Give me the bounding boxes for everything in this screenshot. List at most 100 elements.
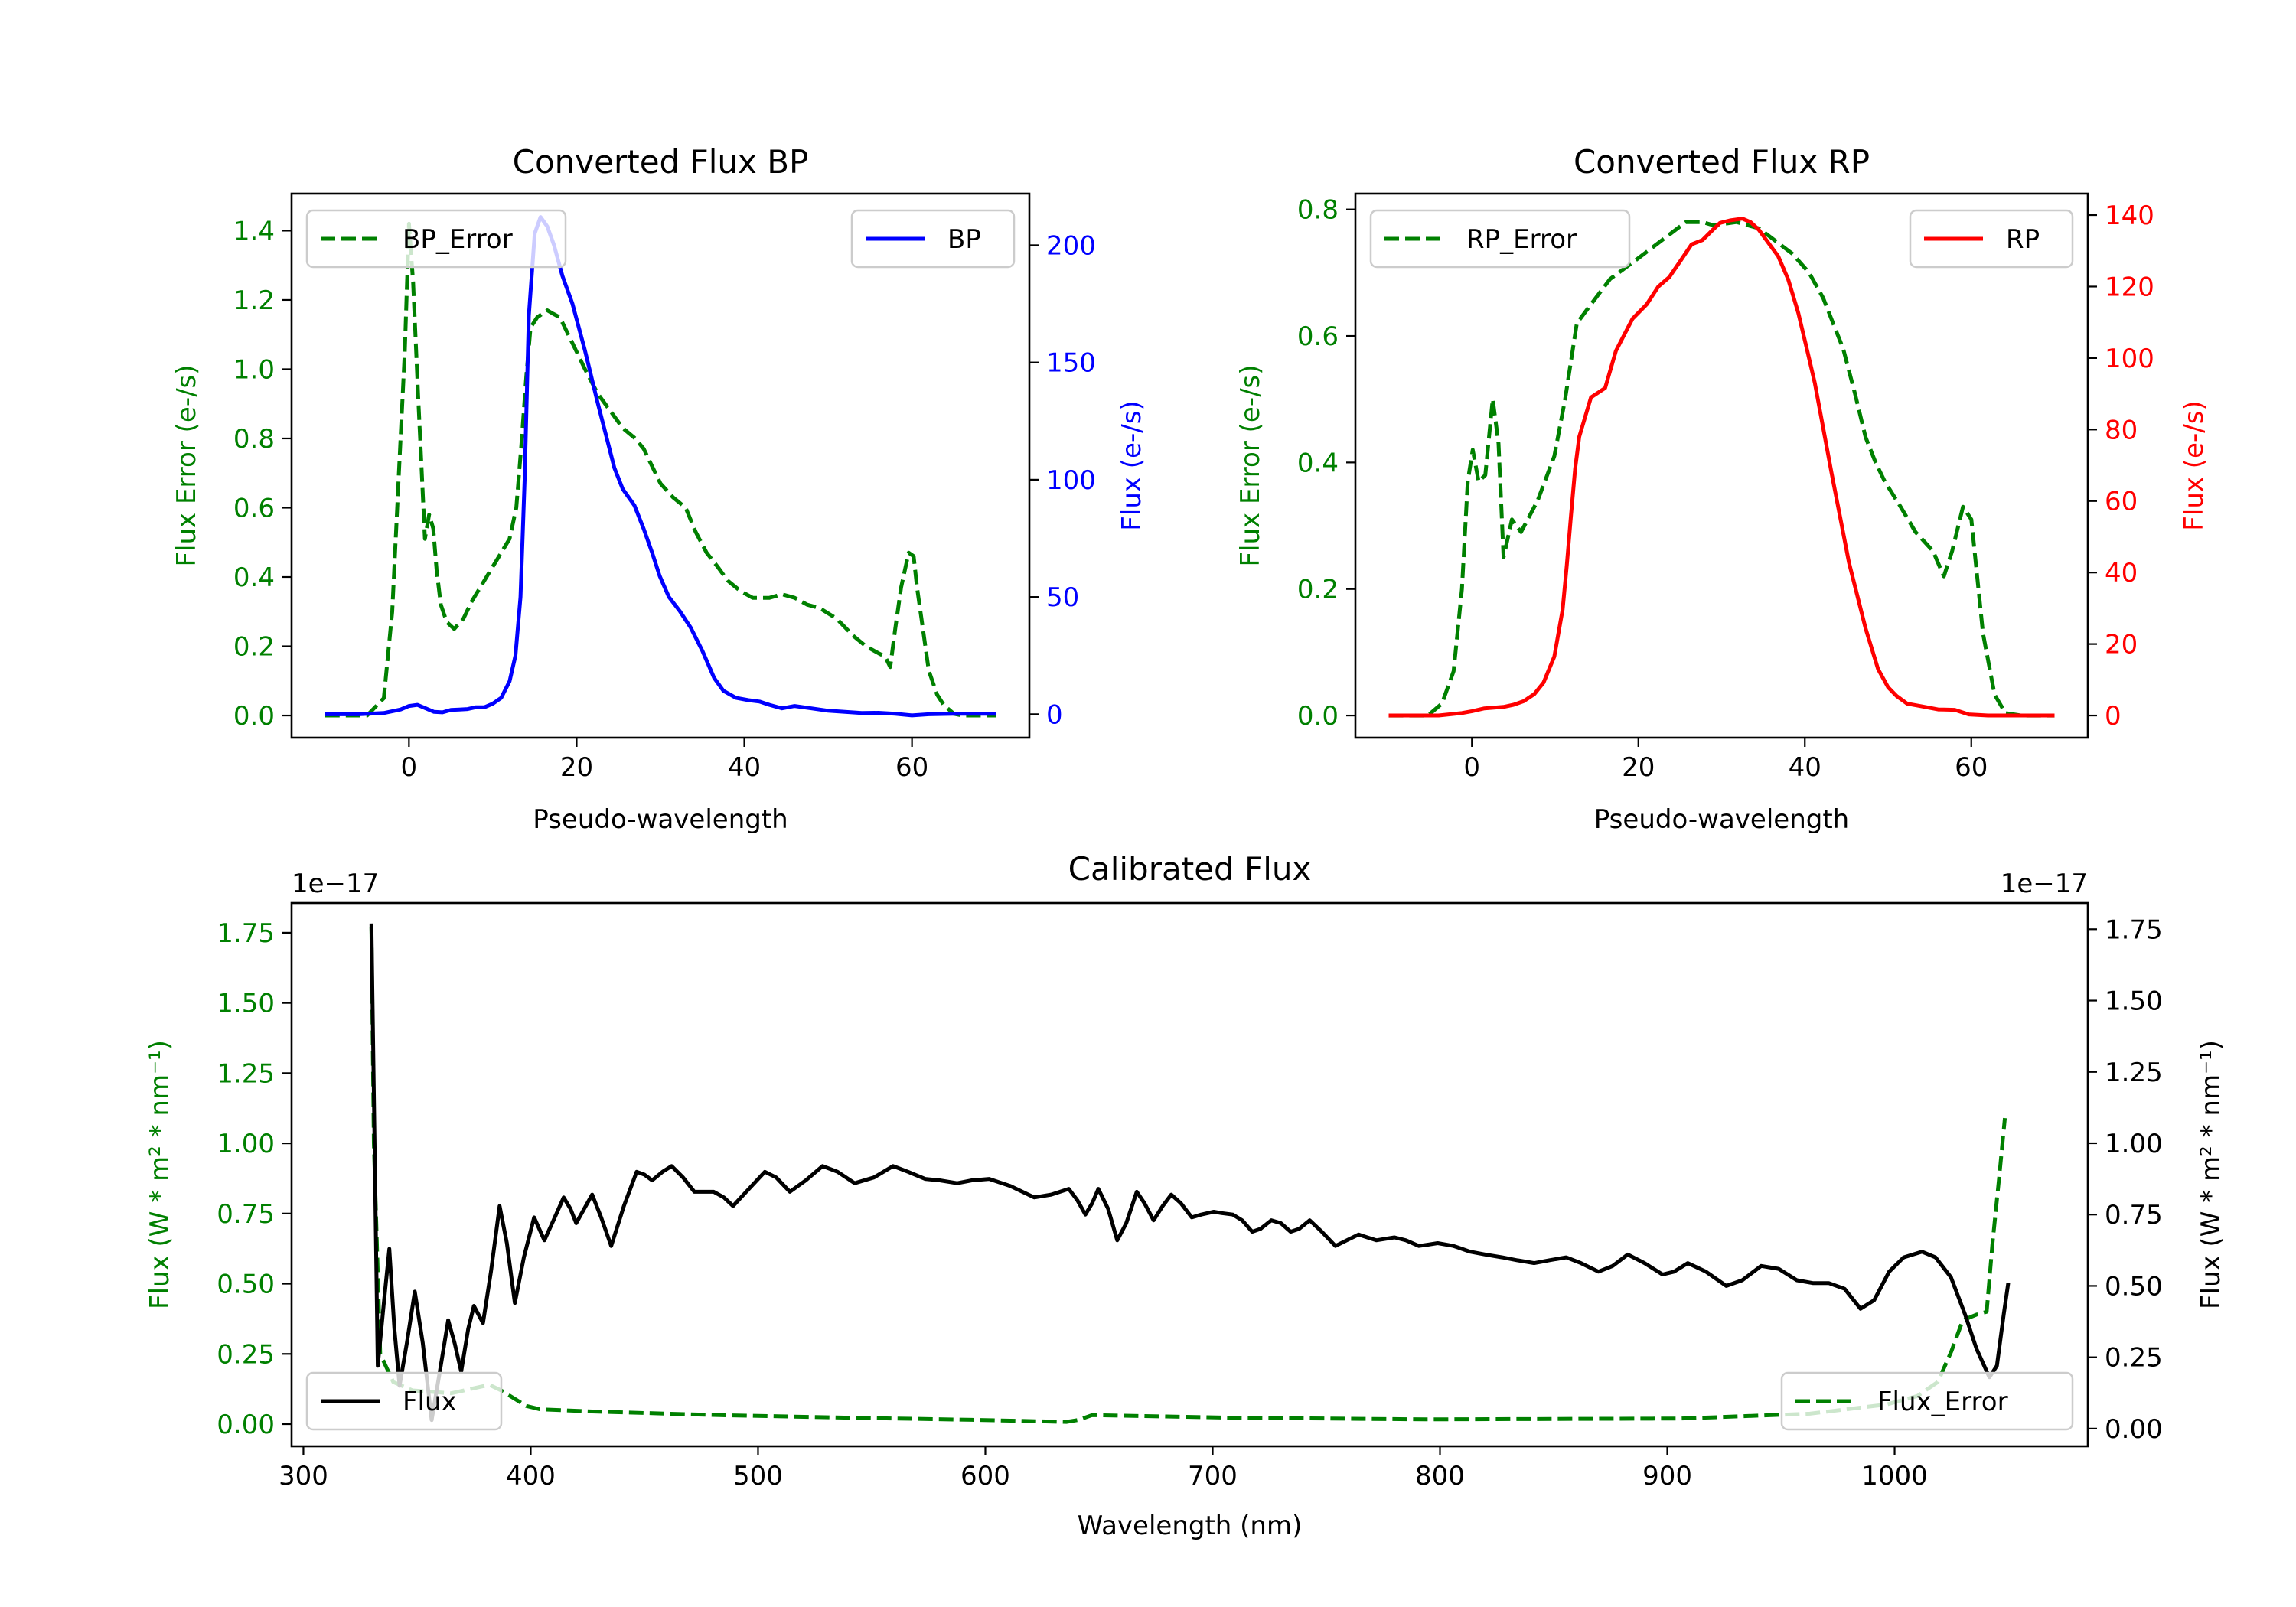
series-line-flux-error [369,927,2007,1424]
chart-title: Converted Flux RP [1574,143,1870,181]
series-line-bp [325,215,996,718]
y-left-tick-label: 0.0 [233,701,275,732]
x-tick-label: 40 [728,752,761,783]
y-left-tick-label: 0.00 [217,1410,275,1440]
legend-frame [850,209,1016,269]
x-tick-label: 600 [960,1461,1010,1491]
y-left-tick-label: 0.0 [1297,701,1339,732]
y-right-axis-label: Flux (e-/s) [2179,400,2210,530]
y-left-tick-label: 1.25 [217,1058,275,1089]
x-axis-label: Pseudo-wavelength [533,804,788,835]
x-tick-label: 500 [733,1461,783,1491]
x-tick-label: 700 [1188,1461,1238,1491]
y-right-tick-label: 100 [2105,344,2154,374]
y-right-tick-label: 0 [1046,699,1063,730]
x-tick-label: 40 [1789,752,1821,783]
y-left-tick-label: 0.6 [1297,321,1339,352]
y-left-tick-label: 1.2 [233,285,275,316]
y-left-tick-label: 0.25 [217,1339,275,1370]
axes-frame [290,901,2089,1448]
y-left-tick-label: 0.75 [217,1199,275,1230]
y-right-tick-label: 20 [2105,630,2138,660]
x-tick-label: 0 [401,752,418,783]
series-line-rp [1388,217,2055,718]
y-right-tick-label: 1.00 [2105,1129,2163,1159]
y-left-tick-label: 0.4 [233,562,275,593]
y-left-axis-label: Flux Error (e-/s) [171,364,202,566]
y-left-tick-label: 0.8 [233,424,275,455]
y-right-axis-label: Flux (e-/s) [1117,400,1147,530]
y-right-tick-label: 80 [2105,415,2138,445]
y-right-tick-label: 1.50 [2105,986,2163,1017]
y-left-tick-label: 0.4 [1297,448,1339,478]
legend-flux: Flux [305,1371,503,1431]
legend-label: RP_Error [1466,224,1577,255]
y-right-tick-label: 50 [1046,582,1079,613]
y-left-tick-label: 0.8 [1297,195,1339,226]
series-line-flux [369,923,2011,1423]
legend-rp: RP [1909,209,2074,269]
legend-frame [305,209,567,269]
y-left-tick-label: 0.6 [233,493,275,523]
x-tick-label: 800 [1415,1461,1465,1491]
y-right-offset-text: 1e−17 [2001,869,2088,899]
y-right-tick-label: 120 [2105,272,2154,302]
y-right-tick-label: 0.25 [2105,1343,2163,1374]
y-right-tick-label: 60 [2105,487,2138,517]
y-right-tick-label: 150 [1046,348,1096,379]
rp-panel: 0 20 40 60 0.0 0.2 0.4 0.6 0.8 0 20 40 60 80 100 120 140… [1235,143,2210,835]
x-tick-label: 0 [1463,752,1480,783]
y-right-tick-label: 140 [2105,200,2154,231]
y-right-axis-label: Flux (W * m² * nm⁻¹) [2196,1040,2226,1309]
legend-rp-error: RP_Error [1369,209,1631,269]
legend-bp-error: BP_Error [305,209,567,269]
legend-frame [1909,209,2074,269]
y-left-axis-label: Flux (W * m² * nm⁻¹) [145,1040,175,1309]
x-tick-label: 900 [1642,1461,1692,1491]
legend-frame [1369,209,1631,269]
y-right-tick-label: 200 [1046,230,1096,261]
series-line-bp-error [325,221,996,718]
y-left-tick-label: 1.00 [217,1129,275,1159]
y-left-tick-label: 1.0 [233,354,275,385]
y-left-tick-label: 1.50 [217,989,275,1019]
x-tick-label: 1000 [1861,1461,1928,1491]
y-right-tick-label: 1.25 [2105,1058,2163,1088]
legend-bp: BP [850,209,1016,269]
y-right-tick-label: 40 [2105,558,2138,588]
y-right-tick-label: 1.75 [2105,914,2163,945]
legend-label: Flux [403,1387,457,1417]
axes-frame [1354,192,2089,739]
x-tick-label: 60 [1955,752,1988,783]
y-left-tick-label: 1.4 [233,216,275,246]
x-tick-label: 20 [1622,752,1655,783]
legend-label: BP [947,224,981,255]
y-left-tick-label: 1.75 [217,918,275,949]
y-left-tick-label: 0.2 [233,632,275,663]
calibrated-panel: 300 400 500 600 700 800 900 1000 0.00 0.25 0.50 0.7… [145,850,2226,1541]
legend-flux-error: Flux_Error [1780,1371,2074,1431]
x-axis-label: Wavelength (nm) [1078,1511,1303,1541]
bp-panel: 0 20 40 60 0.0 0.2 0.4 0.6 0.8 1.0 1.2 1.4 0 50 100 150… [171,143,1147,835]
x-tick-label: 300 [279,1461,328,1491]
y-left-tick-label: 0.2 [1297,575,1339,605]
legend-label: BP_Error [403,224,513,255]
legend-frame [305,1371,503,1431]
axes-frame [290,192,1031,739]
y-left-axis-label: Flux Error (e-/s) [1235,364,1266,566]
legend-frame [1780,1371,2074,1431]
chart-title: Calibrated Flux [1068,850,1312,888]
x-tick-label: 60 [895,752,928,783]
legend-label: Flux_Error [1877,1387,2008,1417]
y-right-tick-label: 0 [2105,701,2122,732]
y-right-tick-label: 100 [1046,465,1096,496]
chart-title: Converted Flux BP [513,143,809,181]
legend-label: RP [2006,224,2040,255]
x-axis-label: Pseudo-wavelength [1594,804,1849,835]
y-right-tick-label: 0.00 [2105,1414,2163,1445]
y-right-tick-label: 0.50 [2105,1271,2163,1302]
y-left-offset-text: 1e−17 [292,869,379,899]
y-right-tick-label: 0.75 [2105,1200,2163,1231]
series-line-rp-error [1388,220,2055,718]
